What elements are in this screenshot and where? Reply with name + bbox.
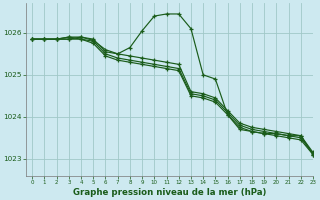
X-axis label: Graphe pression niveau de la mer (hPa): Graphe pression niveau de la mer (hPa) [73, 188, 266, 197]
